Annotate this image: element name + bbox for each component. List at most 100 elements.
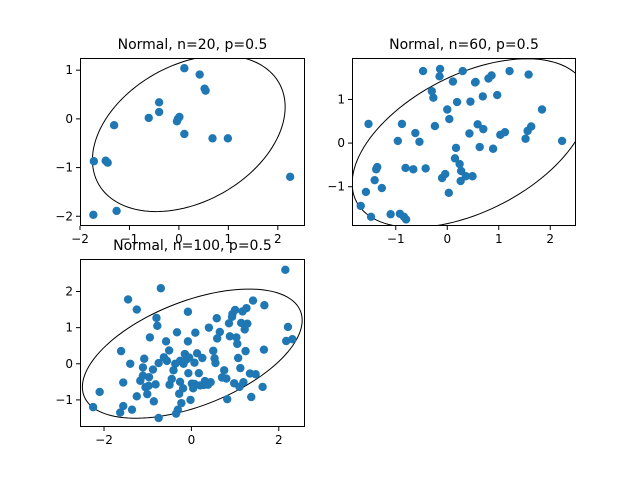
scatter-point: [212, 334, 222, 343]
scatter-point: [156, 284, 166, 293]
scatter-point: [123, 295, 133, 304]
x-tick-label: −1: [121, 232, 139, 246]
scatter-point: [493, 90, 502, 100]
x-tick-label: 2: [546, 232, 554, 246]
chart-title: Normal, n=60, p=0.5: [389, 37, 539, 53]
y-tick-label: 0: [65, 357, 73, 371]
axes-frame: [80, 259, 305, 427]
scatter-point: [154, 107, 164, 117]
scatter-point: [241, 346, 250, 356]
scatter-point: [475, 142, 484, 152]
scatter-point: [450, 154, 460, 163]
y-tick-label: −1: [327, 180, 345, 194]
scatter-point: [198, 353, 207, 363]
scatter-point: [443, 105, 452, 114]
x-tick-label: 2: [275, 433, 283, 447]
y-tick-label: 0: [65, 112, 73, 126]
scatter-point: [148, 365, 158, 374]
scatter-point: [415, 137, 424, 146]
scatter-point: [557, 136, 567, 146]
scatter-point: [88, 402, 98, 412]
scatter-point: [112, 206, 121, 216]
scatter-point: [527, 122, 536, 131]
scatter-point: [386, 210, 395, 219]
chart-title: Normal, n=20, p=0.5: [118, 37, 268, 53]
scatter-point: [204, 323, 214, 332]
scatter-point: [144, 381, 153, 391]
scatter-point: [144, 113, 153, 123]
scatter-point: [260, 301, 269, 310]
scatter-point: [500, 127, 510, 137]
scatter-point: [393, 136, 403, 146]
scatter-point: [524, 70, 533, 79]
scatter-point: [397, 119, 407, 129]
scatter-point: [201, 86, 210, 95]
scatter-point: [409, 165, 418, 174]
axes-frame: [352, 58, 576, 226]
scatter-point: [132, 305, 141, 314]
x-tick-label: 0: [188, 433, 196, 447]
scatter-point: [211, 358, 220, 368]
scatter-point: [208, 134, 217, 143]
y-tick-label: 0: [337, 136, 345, 150]
scatter-point: [370, 175, 379, 185]
y-tick-label: 1: [65, 321, 73, 335]
scatter-point: [183, 307, 193, 316]
scatter-point: [178, 384, 188, 393]
scatter-point: [162, 356, 172, 366]
scatter-point: [154, 358, 163, 368]
scatter-point: [138, 363, 148, 372]
x-tick-label: 0: [175, 232, 183, 246]
scatter-point: [109, 121, 119, 130]
scatter-point: [172, 328, 182, 337]
scatter-point: [230, 305, 240, 315]
scatter-point: [116, 346, 126, 356]
scatter-point: [144, 372, 154, 382]
scatter-point: [243, 319, 252, 328]
x-tick-label: −1: [387, 232, 405, 246]
scatter-point: [448, 77, 458, 86]
scatter-point: [242, 303, 251, 313]
scatter-point: [145, 333, 155, 342]
scatter-point: [185, 353, 194, 362]
scatter-point: [366, 212, 376, 222]
scatter-point: [154, 98, 164, 107]
scatter-point: [175, 112, 184, 122]
scatter-point: [487, 71, 496, 80]
y-tick-label: −2: [55, 209, 73, 223]
scatter-point: [223, 394, 232, 404]
scatter-point: [418, 66, 428, 76]
scatter-point: [191, 328, 200, 337]
scatter-point: [401, 215, 411, 224]
scatter-point: [465, 129, 474, 138]
scatter-point: [455, 159, 464, 169]
scatter-point: [521, 134, 530, 143]
scatter-point: [169, 366, 178, 375]
scatter-point: [103, 158, 112, 167]
scatter-point: [206, 378, 215, 387]
scatter-point: [219, 366, 229, 375]
scatter-point: [143, 389, 152, 399]
scatter-point: [239, 378, 248, 387]
scatter-point: [173, 405, 183, 414]
scatter-point: [209, 346, 218, 355]
axes-frame: [80, 58, 305, 226]
scatter-point: [505, 66, 514, 76]
scatter-point: [421, 164, 430, 173]
scatter-point: [190, 358, 199, 367]
scatter-point: [248, 296, 258, 305]
y-tick-label: 1: [65, 63, 73, 77]
scatter-point: [180, 129, 189, 139]
y-tick-label: 1: [337, 92, 345, 106]
x-tick-label: −2: [71, 232, 89, 246]
scatter-point: [224, 319, 234, 328]
scatter-point: [537, 105, 547, 114]
scatter-point: [215, 327, 225, 337]
scatter-point: [458, 66, 467, 76]
scatter-point: [259, 345, 269, 354]
scatter-point: [183, 337, 193, 346]
scatter-point: [373, 162, 382, 172]
scatter-point: [478, 92, 487, 101]
scatter-point: [468, 172, 477, 181]
